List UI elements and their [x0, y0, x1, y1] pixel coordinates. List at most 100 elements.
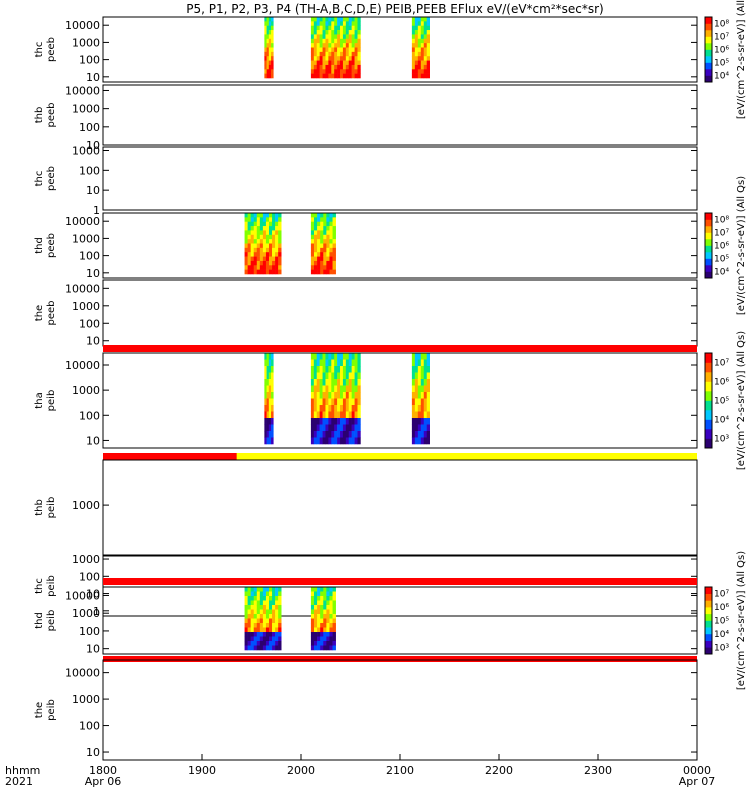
- spectrogram-cell: [411, 392, 416, 399]
- spectrogram-cell: [247, 256, 251, 262]
- spectrogram-cell: [265, 252, 270, 257]
- spectrogram-cell: [250, 636, 255, 642]
- spectrogram-cell: [417, 359, 422, 367]
- spectrogram-cell: [411, 25, 416, 31]
- spectrogram-cell: [420, 431, 425, 438]
- spectrogram-cell: [357, 43, 361, 48]
- spectrogram-cell: [332, 587, 336, 592]
- spectrogram-cell: [351, 17, 355, 22]
- spectrogram-cell: [313, 260, 318, 266]
- spectrogram-cell: [310, 392, 315, 399]
- spectrogram-cell: [420, 17, 425, 22]
- flag-bar-red: [103, 453, 237, 460]
- spectrogram-cell: [348, 372, 352, 380]
- spectrogram-cell: [345, 411, 350, 419]
- spectrogram-cell: [329, 623, 333, 628]
- spectrogram-cell: [357, 372, 361, 380]
- spectrogram-cell: [250, 641, 255, 646]
- spectrogram-cell: [256, 243, 261, 249]
- spectrogram-cell: [426, 17, 430, 22]
- spectrogram-cell: [334, 392, 338, 399]
- spectrogram-cell: [340, 405, 344, 412]
- spectrogram-cell: [322, 385, 326, 393]
- panel-label: peeb: [46, 103, 57, 128]
- spectrogram-cell: [265, 623, 270, 628]
- spectrogram-cell: [310, 636, 315, 642]
- spectrogram-cell: [426, 392, 430, 399]
- spectrogram-cell: [275, 605, 279, 610]
- y-tick-label: 1000: [72, 232, 100, 245]
- flag-bar: [103, 578, 697, 585]
- spectrogram-cell: [250, 230, 255, 236]
- spectrogram-cell: [271, 385, 274, 393]
- spectrogram-cell: [250, 587, 255, 592]
- spectrogram-cell: [275, 614, 279, 619]
- panel-thc-peib: 1 10 100 1000 thc peib: [34, 553, 698, 618]
- spectrogram-cell: [345, 392, 350, 399]
- spectrogram-cell: [272, 247, 276, 253]
- spectrogram-cell: [253, 252, 258, 257]
- spectrogram-cell: [332, 221, 336, 227]
- spectrogram-cell: [326, 252, 330, 257]
- spectrogram-cell: [357, 60, 361, 66]
- spectrogram-cell: [244, 591, 248, 597]
- spectrogram-cell: [264, 418, 267, 425]
- spectrogram-cell: [323, 230, 327, 236]
- spectrogram-cell: [259, 260, 264, 266]
- spectrogram-cell: [320, 260, 324, 266]
- spectrogram-cell: [264, 17, 267, 22]
- spectrogram-cell: [317, 636, 321, 642]
- spectrogram-cell: [272, 239, 276, 244]
- panel-label: peeb: [46, 233, 57, 258]
- spectrogram-cell: [264, 25, 267, 31]
- spectrogram-cell: [326, 623, 330, 628]
- y-tick-label: 10000: [65, 215, 100, 228]
- spectrogram-cell: [334, 21, 338, 27]
- colorbar-tick-label: 10⁷: [714, 359, 729, 369]
- spectrogram-cell: [426, 21, 430, 27]
- spectrogram-cell: [423, 43, 428, 48]
- spectrogram-cell: [328, 353, 332, 360]
- spectrogram-cell: [247, 239, 251, 244]
- spectrogram-cell: [250, 591, 255, 597]
- spectrogram-cell: [268, 226, 273, 231]
- spectrogram-cell: [340, 38, 344, 44]
- spectrogram-cell: [313, 398, 318, 406]
- spectrogram-cell: [313, 591, 318, 597]
- spectrogram-cell: [253, 627, 258, 633]
- spectrogram-cell: [351, 372, 355, 380]
- spectrogram-cell: [345, 56, 350, 61]
- spectrogram-cell: [256, 265, 261, 270]
- spectrogram-cell: [264, 56, 267, 61]
- spectrogram-cell: [256, 234, 261, 240]
- spectrogram-cell: [259, 641, 264, 646]
- spectrogram-cell: [342, 431, 347, 438]
- spectrogram-cell: [331, 17, 335, 22]
- spectrogram-cell: [262, 609, 267, 615]
- spectrogram-cell: [275, 221, 279, 227]
- spectrogram-cell: [268, 372, 272, 380]
- spectrogram-cell: [250, 217, 255, 223]
- spectrogram-cell: [331, 359, 335, 367]
- spectrogram-cell: [316, 17, 320, 22]
- spectrogram-cell: [351, 385, 355, 393]
- spectrogram-cell: [310, 627, 315, 633]
- spectrogram-cell: [342, 69, 347, 74]
- spectrogram-cell: [268, 269, 273, 275]
- y-tick-label: 10: [86, 139, 100, 152]
- colorbar-swatch: [705, 587, 712, 594]
- spectrogram-cell: [250, 252, 255, 257]
- spectrogram-cell: [325, 43, 329, 48]
- spectrogram-cell: [326, 632, 330, 637]
- colorbar-swatch: [705, 419, 712, 430]
- spectrogram-cell: [348, 21, 352, 27]
- y-tick-label: 1000: [72, 607, 100, 620]
- spectrogram-cell: [342, 51, 347, 57]
- spectrogram-cell: [259, 609, 264, 615]
- spectrogram-cell: [244, 645, 248, 651]
- spectrogram-cell: [319, 359, 323, 367]
- spectrogram-cell: [414, 431, 419, 438]
- spectrogram-cell: [420, 43, 425, 48]
- spectrogram-cell: [247, 252, 251, 257]
- spectrogram-cell: [420, 405, 425, 412]
